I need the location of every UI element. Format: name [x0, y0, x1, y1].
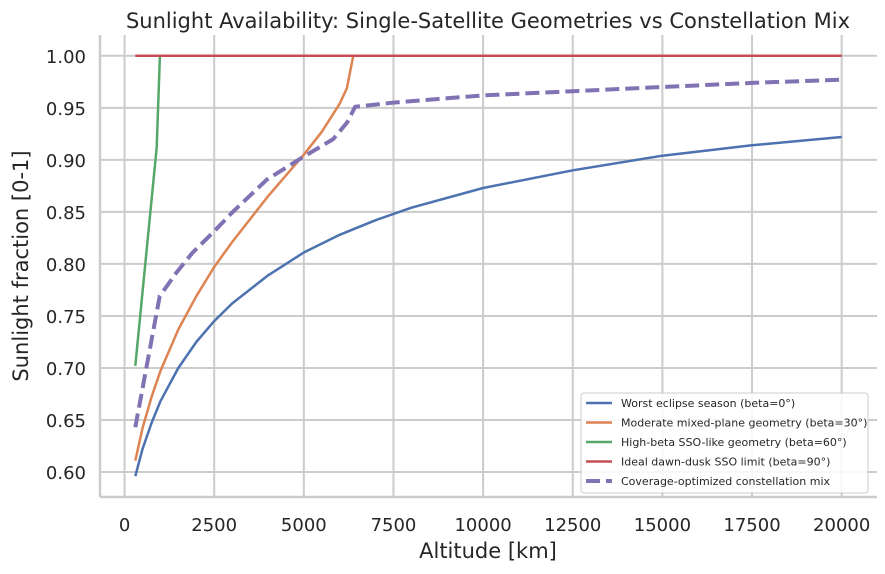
y-tick-label: 0.95 — [46, 99, 86, 120]
x-tick-label: 2500 — [191, 515, 237, 536]
x-tick-label: 10000 — [454, 515, 511, 536]
y-tick-label: 0.90 — [46, 151, 86, 172]
legend-label-0: Worst eclipse season (beta=0°) — [621, 397, 795, 410]
legend-box — [580, 392, 869, 494]
chart-title: Sunlight Availability: Single-Satellite … — [126, 9, 850, 33]
y-tick-label: 1.00 — [46, 47, 86, 68]
series-lines — [133, 54, 842, 477]
y-tick-label: 0.65 — [46, 411, 86, 432]
legend-label-3: Ideal dawn-dusk SSO limit (beta=90°) — [621, 456, 830, 469]
y-tick-label: 0.60 — [46, 463, 86, 484]
y-tick-label: 0.75 — [46, 307, 86, 328]
y-tick-label: 0.85 — [46, 203, 86, 224]
y-tick-label: 0.70 — [46, 359, 86, 380]
x-tick-label: 5000 — [281, 515, 327, 536]
x-tick-label: 12500 — [544, 515, 601, 536]
series-line-4 — [133, 77, 842, 428]
y-axis-label: Sunlight fraction [0-1] — [9, 150, 33, 381]
x-tick-label: 20000 — [813, 515, 870, 536]
series-line-1 — [134, 54, 842, 461]
x-tick-label: 15000 — [634, 515, 691, 536]
x-axis-label: Altitude [km] — [419, 539, 557, 563]
y-tick-labels: 0.60 0.65 0.70 0.75 0.80 0.85 0.90 0.95 1.00 — [46, 47, 86, 484]
x-tick-labels: 0 2500 5000 7500 10000 12500 15000 17500 20000 — [119, 515, 870, 536]
legend-label-2: High-beta SSO-like geometry (beta=60°) — [621, 436, 847, 449]
legend-label-4: Coverage-optimized constellation mix — [621, 475, 831, 488]
legend: Worst eclipse season (beta=0°) Moderate m… — [580, 392, 869, 494]
y-tick-label: 0.80 — [46, 255, 86, 276]
axes-spines — [98, 35, 877, 499]
x-tick-label: 7500 — [371, 515, 417, 536]
x-tick-label: 17500 — [723, 515, 780, 536]
x-tick-label: 0 — [119, 515, 130, 536]
series-line-0 — [134, 135, 842, 477]
legend-label-1: Moderate mixed-plane geometry (beta=30°) — [621, 417, 867, 430]
series-line-2 — [134, 54, 842, 367]
